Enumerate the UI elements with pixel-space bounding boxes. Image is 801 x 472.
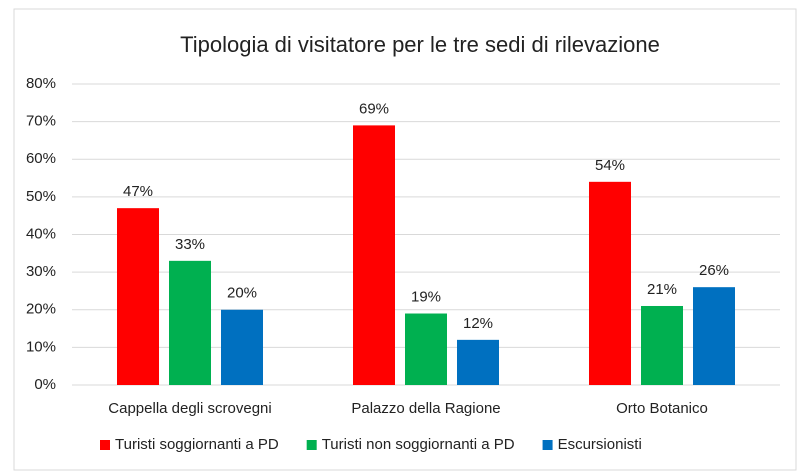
bar (221, 309, 263, 385)
value-label: 47% (123, 183, 153, 200)
x-tick-label: Orto Botanico (616, 400, 708, 417)
bar (169, 260, 211, 385)
y-tick-label: 80% (26, 75, 56, 92)
value-label: 33% (175, 236, 205, 253)
bar (693, 287, 735, 385)
x-tick-label: Cappella degli scrovegni (108, 400, 271, 417)
legend-swatch (542, 440, 553, 450)
y-tick-label: 50% (26, 188, 56, 205)
y-tick-label: 20% (26, 301, 56, 318)
bar (457, 339, 499, 385)
value-label: 12% (463, 315, 493, 332)
value-label: 20% (227, 285, 257, 302)
y-tick-label: 10% (26, 338, 56, 355)
y-tick-label: 0% (34, 376, 56, 393)
chart-title: Tipologia di visitatore per le tre sedi … (180, 32, 660, 57)
y-tick-label: 70% (26, 113, 56, 130)
value-label: 69% (359, 100, 389, 117)
bar (405, 313, 447, 385)
bar (117, 208, 159, 385)
legend-label: Turisti soggiornanti a PD (115, 436, 279, 453)
x-tick-label: Palazzo della Ragione (351, 400, 500, 417)
value-label: 19% (411, 288, 441, 305)
bar (641, 305, 683, 385)
value-label: 21% (647, 281, 677, 298)
y-tick-label: 30% (26, 263, 56, 280)
value-label: 54% (595, 157, 625, 174)
y-tick-label: 60% (26, 150, 56, 167)
legend-swatch (306, 440, 317, 450)
y-tick-label: 40% (26, 225, 56, 242)
bar (589, 181, 631, 385)
bar (353, 125, 395, 385)
legend-swatch (100, 440, 110, 450)
value-label: 26% (699, 262, 729, 279)
legend-label: Escursionisti (558, 436, 642, 453)
legend-label: Turisti non soggiornanti a PD (322, 436, 515, 453)
